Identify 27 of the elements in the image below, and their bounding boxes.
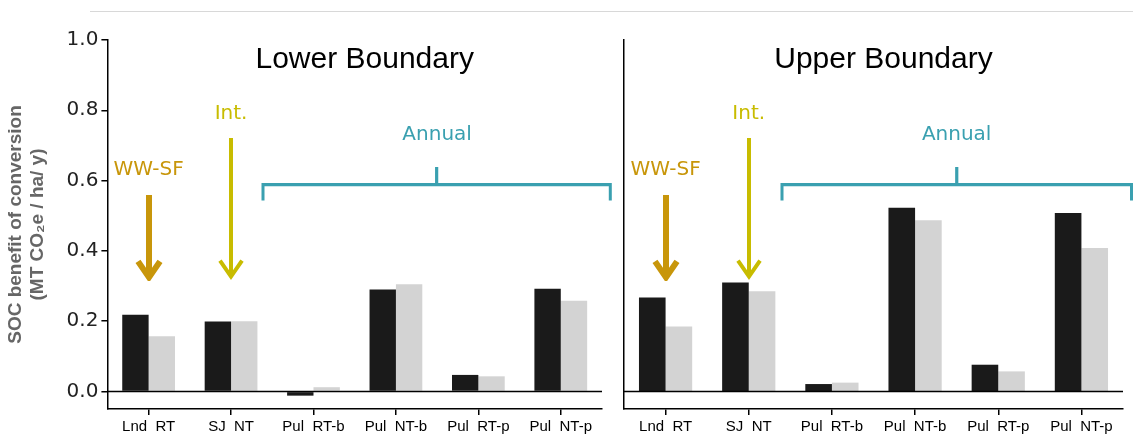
y-tick-label: 0.8 [66,96,99,121]
chart-title: Lower Boundary [255,41,474,75]
annotation: Int. [214,100,248,124]
annotation: WW-SF [630,156,701,181]
y-tick-label: 0.0 [66,377,99,402]
x-tick-label: Pul NT-b [364,417,428,435]
x-tick-label: Pul NT-p [529,417,593,435]
x-tick-label: Pul RT-p [447,417,510,435]
x-tick-label: Pul RT-b [282,417,345,435]
annotation: WW-SF [113,156,184,181]
y-tick-label: 0.2 [66,307,99,332]
chart-title: Upper Boundary [774,41,993,75]
y-axis-title: SOC benefit of conversion (MT CO₂e / ha/ y) [3,105,48,344]
x-tick-label: Lnd RT [639,417,693,435]
x-tick-label: SJ NT [208,417,254,435]
x-tick-label: Pul RT-p [967,417,1030,435]
x-tick-label: Pul RT-b [800,417,864,435]
annotation: Int. [732,100,766,124]
x-tick-label: Pul NT-p [1050,417,1113,435]
x-tick-label: Pul NT-b [883,417,947,435]
y-tick-label: 0.4 [66,237,99,262]
annotation: Annual [921,121,992,146]
annotation: Annual [402,121,472,146]
y-tick-label: 0.6 [66,166,99,191]
y-tick-label: 1.0 [66,26,99,51]
x-tick-label: SJ NT [725,417,772,435]
x-tick-label: Lnd RT [122,417,176,435]
